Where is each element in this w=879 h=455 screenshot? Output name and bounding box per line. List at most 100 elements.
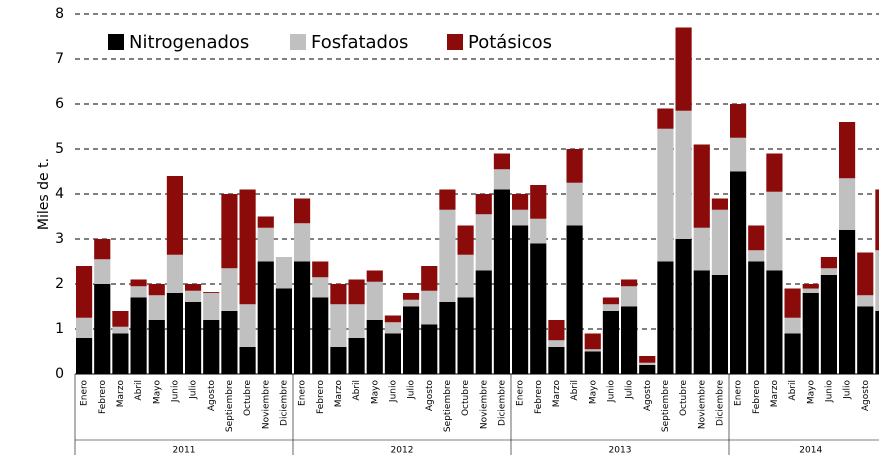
bar-segment xyxy=(512,225,529,374)
x-tick-label: Junio xyxy=(606,380,616,404)
bar-segment xyxy=(766,191,783,271)
x-tick-label: Septiembre xyxy=(225,380,235,433)
x-tick-label: Mayo xyxy=(806,380,816,405)
year-label: 2014 xyxy=(799,446,822,455)
bar-segment xyxy=(112,333,129,374)
bar-segment xyxy=(221,194,238,269)
x-tick-label: Julio xyxy=(843,380,853,400)
x-tick-label: Agosto xyxy=(643,380,653,412)
bar-segment xyxy=(384,322,401,334)
y-tick-label: 7 xyxy=(55,51,64,67)
bar-segment xyxy=(548,320,565,341)
y-axis-title: Miles de t. xyxy=(36,158,52,230)
bar-segment xyxy=(875,311,879,374)
x-tick-label: Julio xyxy=(189,380,199,400)
bar-segment xyxy=(748,225,765,251)
bar-segment xyxy=(493,169,510,190)
bar-segment xyxy=(457,225,474,255)
bar-segment xyxy=(130,297,147,374)
bar-segment xyxy=(839,178,856,230)
bar-segment xyxy=(566,182,583,226)
x-tick-label: Agosto xyxy=(861,380,871,412)
bar-segment xyxy=(475,194,492,215)
bar-segment xyxy=(112,311,129,327)
bar-segment xyxy=(348,338,365,374)
bar-segment xyxy=(348,304,365,338)
bar-segment xyxy=(421,266,438,291)
x-tick-label: Enero xyxy=(80,380,90,406)
bar-segment xyxy=(203,292,220,293)
x-tick-label: Septiembre xyxy=(443,380,453,433)
bar-segment xyxy=(730,171,747,374)
bar-segment xyxy=(294,198,311,224)
bar-segment xyxy=(185,284,202,291)
x-tick-label: Junio xyxy=(170,380,180,404)
bar-segment xyxy=(148,295,165,320)
legend-swatch xyxy=(290,34,306,50)
bar-segment xyxy=(221,268,238,311)
x-tick-label: Enero xyxy=(516,380,526,406)
bar-segment xyxy=(784,288,801,318)
x-tick-label: Marzo xyxy=(552,380,562,408)
bar-segment xyxy=(76,266,93,318)
bar-segment xyxy=(657,108,674,129)
bar-segment xyxy=(839,230,856,374)
bar-segment xyxy=(566,149,583,183)
bar-segment xyxy=(711,275,728,374)
bar-segment xyxy=(493,189,510,374)
bar-segment xyxy=(330,284,347,305)
bar-segment xyxy=(312,261,329,278)
x-tick-label: Enero xyxy=(298,380,308,406)
bar-segment xyxy=(257,216,274,228)
bar-segment xyxy=(711,209,728,275)
bar-segment xyxy=(602,297,619,305)
bar-segment xyxy=(330,304,347,347)
bar-segment xyxy=(820,268,837,275)
x-tick-label: Diciembre xyxy=(279,380,289,426)
bar-segment xyxy=(802,288,819,293)
bar-segment xyxy=(784,317,801,334)
x-tick-label: Abril xyxy=(134,380,144,401)
x-tick-label: Junio xyxy=(388,380,398,404)
bar-segment xyxy=(384,315,401,323)
bar-segment xyxy=(257,227,274,262)
bar-segment xyxy=(548,347,565,374)
x-tick-label: Febrero xyxy=(98,380,108,414)
bar-segment xyxy=(366,281,383,320)
y-tick-label: 8 xyxy=(55,6,64,22)
x-tick-label: Mayo xyxy=(370,380,380,405)
legend-label: Potásicos xyxy=(468,32,552,53)
x-tick-label: Junio xyxy=(824,380,834,404)
bar-segment xyxy=(275,288,292,374)
bar-segment xyxy=(839,122,856,179)
bar-segment xyxy=(675,27,692,111)
x-tick-label: Septiembre xyxy=(661,380,671,433)
bar-segment xyxy=(584,349,601,352)
bar-segment xyxy=(166,254,183,293)
bar-segment xyxy=(748,250,765,262)
bar-segment xyxy=(421,290,438,325)
bar-segment xyxy=(784,333,801,374)
bar-segment xyxy=(384,333,401,374)
bar-segment xyxy=(403,306,420,374)
x-tick-label: Agosto xyxy=(207,380,217,412)
x-tick-label: Octubre xyxy=(243,380,253,416)
bar-segment xyxy=(239,189,256,305)
bar-segment xyxy=(221,311,238,374)
bar-segment xyxy=(512,194,529,210)
year-label: 2013 xyxy=(609,446,632,455)
bar-segment xyxy=(94,259,111,284)
bar-segment xyxy=(584,333,601,350)
bar-segment xyxy=(130,279,147,287)
bar-segment xyxy=(275,257,292,289)
x-tick-label: Febrero xyxy=(316,380,326,414)
x-tick-label: Noviembre xyxy=(261,380,271,430)
x-tick-label: Mayo xyxy=(152,380,162,405)
bar-segment xyxy=(639,356,656,363)
bar-segment xyxy=(112,326,129,334)
bar-segment xyxy=(457,254,474,298)
bar-segment xyxy=(693,144,710,228)
bar-segment xyxy=(730,137,747,172)
bar-segment xyxy=(185,302,202,374)
